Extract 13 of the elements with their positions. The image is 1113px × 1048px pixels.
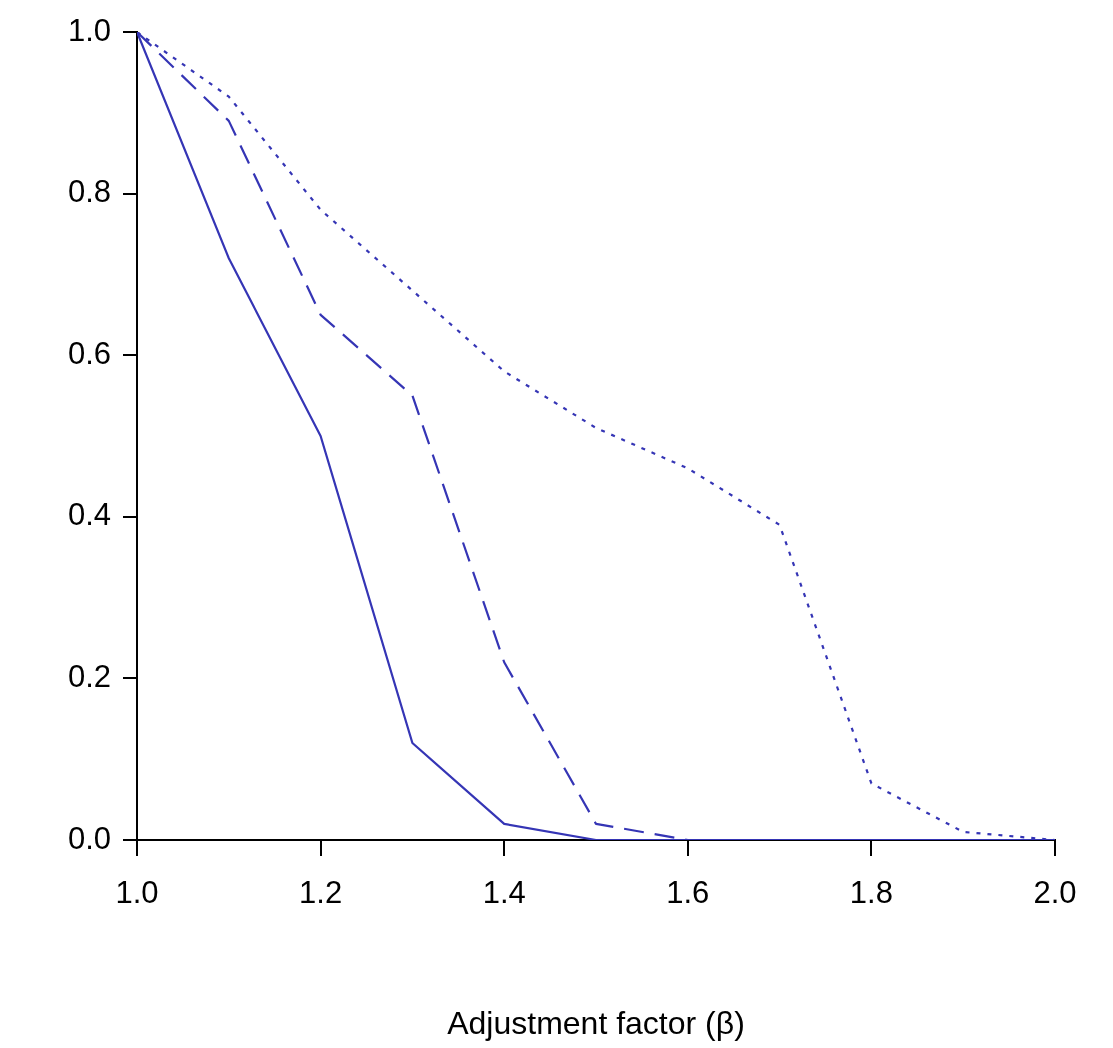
y-tick-label: 0.0 [67, 820, 111, 856]
y-tick-label: 0.8 [67, 174, 111, 210]
x-tick-label: 1.0 [115, 875, 159, 911]
x-tick-label: 1.2 [299, 875, 343, 911]
y-tick-label: 0.2 [67, 658, 111, 694]
y-tick-label: 0.4 [67, 497, 111, 533]
y-tick-label: 1.0 [67, 12, 111, 48]
x-axis-title: Adjustment factor (β) [447, 1004, 745, 1041]
y-tick-label: 0.6 [67, 335, 111, 371]
x-tick-label: 1.8 [849, 875, 893, 911]
x-tick-label: 2.0 [1033, 875, 1077, 911]
x-tick-label: 1.4 [482, 875, 526, 911]
x-tick-label: 1.6 [666, 875, 710, 911]
